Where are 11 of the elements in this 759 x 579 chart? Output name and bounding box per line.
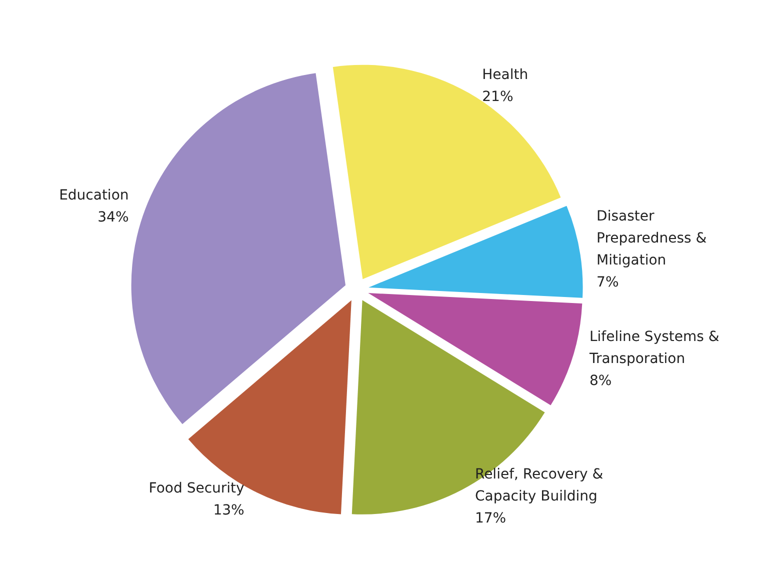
- slice-label: Education: [59, 187, 129, 204]
- slice-label: Food Security: [148, 480, 244, 497]
- slice-label: Lifeline Systems & Transporation: [588, 328, 724, 367]
- data-label: 21%: [482, 89, 514, 106]
- slice-label: Disaster Preparedness & Mitigation: [596, 208, 712, 269]
- data-label: 34%: [98, 209, 129, 226]
- data-label: 17%: [474, 510, 506, 527]
- data-label: 8%: [589, 372, 612, 389]
- data-label: 13%: [213, 502, 244, 519]
- slice-label: Health: [482, 67, 528, 84]
- data-label: 7%: [596, 274, 619, 291]
